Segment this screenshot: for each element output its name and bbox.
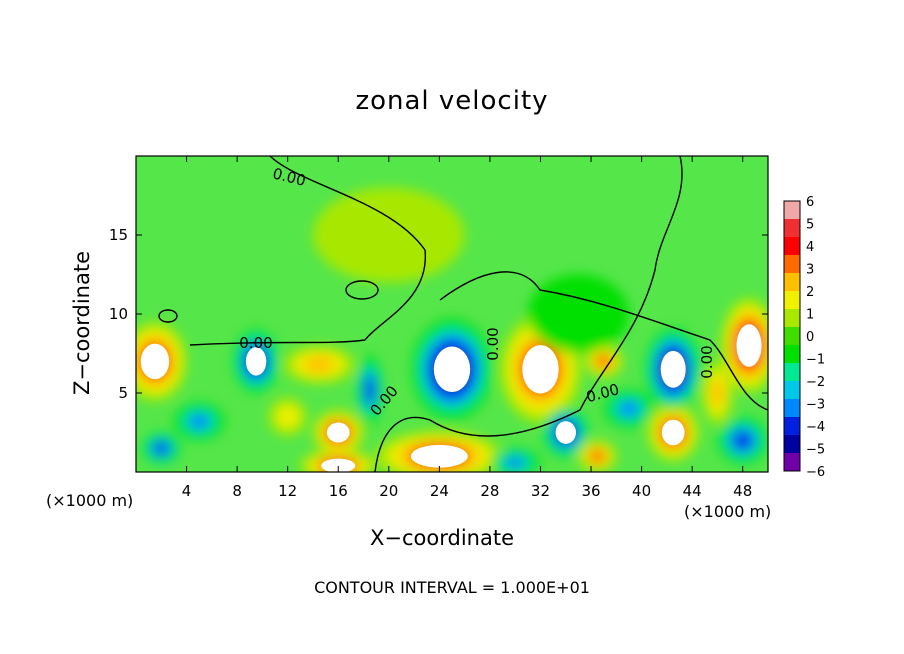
colorbar-frame — [783, 200, 801, 472]
x-tick-label: 4 — [182, 482, 192, 500]
field-feature — [188, 413, 211, 430]
y-axis-ticks: 5 10 15 — [109, 226, 768, 402]
field-core — [661, 419, 685, 446]
x-tick-label: 16 — [329, 482, 348, 500]
x-tick-label: 40 — [632, 482, 651, 500]
contour-label: 0.00 — [484, 327, 502, 360]
field-feature — [710, 379, 724, 407]
y-axis-label: Z−coordinate — [70, 251, 94, 395]
field-feature — [618, 400, 640, 417]
field-core — [433, 346, 471, 393]
zero-contour-loop — [345, 280, 379, 300]
y-tick-label: 15 — [109, 226, 128, 244]
colorbar-tick-label: −4 — [806, 420, 825, 435]
field-feature — [154, 443, 168, 454]
colorbar-swatch — [784, 327, 800, 346]
field-feature — [597, 356, 610, 367]
colorbar-swatch — [784, 435, 800, 454]
field-feature — [527, 274, 629, 354]
x-tick-label: 12 — [278, 482, 297, 500]
colorbar-swatch — [784, 417, 800, 436]
x-tick-label: 8 — [232, 482, 242, 500]
x-tick-label: 28 — [480, 482, 499, 500]
x-axis-ticks: 4 8 12 16 20 24 28 32 36 40 44 48 — [182, 156, 752, 500]
zero-contour-line — [189, 156, 426, 346]
colorbar-swatch — [784, 345, 800, 364]
field-core — [326, 422, 350, 443]
field-feature — [312, 187, 465, 283]
x-tick-label: 48 — [733, 482, 752, 500]
colorbar-swatch — [784, 291, 800, 310]
x-tick-label: 20 — [379, 482, 398, 500]
field-core — [140, 343, 170, 380]
colorbar-swatch — [784, 255, 800, 274]
x-tick-label: 36 — [581, 482, 600, 500]
zero-contour-loop — [158, 309, 178, 323]
x-tick-label: 44 — [683, 482, 702, 500]
colorbar-tick-label: −5 — [806, 443, 825, 458]
field-core — [321, 458, 356, 472]
colorbar-swatch — [784, 237, 800, 256]
colorbar-tick-label: −6 — [806, 465, 825, 480]
colorbar-tick-label: −3 — [806, 398, 825, 413]
field-feature — [504, 456, 527, 469]
colorbar: 6 5 4 3 2 1 0 −1 −2 −3 −4 −5 −6 — [783, 195, 825, 480]
field-core — [555, 421, 576, 444]
colorbar-tick-label: −2 — [806, 375, 825, 390]
colorbar-swatch — [784, 219, 800, 238]
colorbar-tick-label: 0 — [806, 330, 814, 345]
contour-label: 0.00 — [239, 334, 272, 352]
field-core — [736, 324, 762, 367]
colorbar-swatch — [784, 201, 800, 220]
colorbar-swatch — [784, 453, 800, 472]
zero-contours — [158, 156, 768, 472]
x-axis-unit-right: (×1000 m) — [684, 502, 772, 521]
colorbar-tick-label: 3 — [806, 263, 814, 278]
field-core — [410, 444, 468, 468]
colorbar-tick-label: 5 — [806, 218, 814, 233]
field-feature — [276, 405, 300, 429]
colorbar-swatch — [784, 273, 800, 292]
contour-interval-note: CONTOUR INTERVAL = 1.000E+01 — [314, 578, 590, 597]
colorbar-tick-label: −1 — [806, 353, 825, 368]
x-tick-label: 32 — [531, 482, 550, 500]
x-axis-unit-left: (×1000 m) — [46, 491, 134, 510]
zero-contour-line — [439, 271, 768, 411]
y-tick-label: 5 — [118, 384, 128, 402]
colorbar-swatch — [784, 399, 800, 418]
field-core — [522, 345, 559, 394]
field-feature — [734, 432, 752, 449]
colorbar-tick-label: 6 — [806, 195, 814, 210]
colorbar-swatch — [784, 309, 800, 328]
colorbar-swatch — [784, 381, 800, 400]
colorbar-swatch — [784, 363, 800, 382]
field-core — [660, 350, 686, 388]
x-axis-label: X−coordinate — [370, 526, 514, 550]
contour-labels: 0.000.000.000.000.000.00 — [239, 164, 716, 419]
field-feature — [304, 356, 335, 373]
zero-contour-line — [374, 156, 683, 472]
chart-title: zonal velocity — [355, 86, 549, 116]
field-core — [245, 347, 267, 376]
colorbar-tick-label: 4 — [806, 240, 814, 255]
x-tick-label: 24 — [430, 482, 449, 500]
colorbar-tick-label: 1 — [806, 308, 814, 323]
y-tick-label: 10 — [109, 305, 128, 323]
velocity-field — [136, 187, 768, 472]
colorbar-tick-label: 2 — [806, 285, 814, 300]
contour-label: 0.00 — [698, 345, 716, 378]
field-feature — [591, 450, 604, 462]
field-feature — [365, 378, 375, 402]
